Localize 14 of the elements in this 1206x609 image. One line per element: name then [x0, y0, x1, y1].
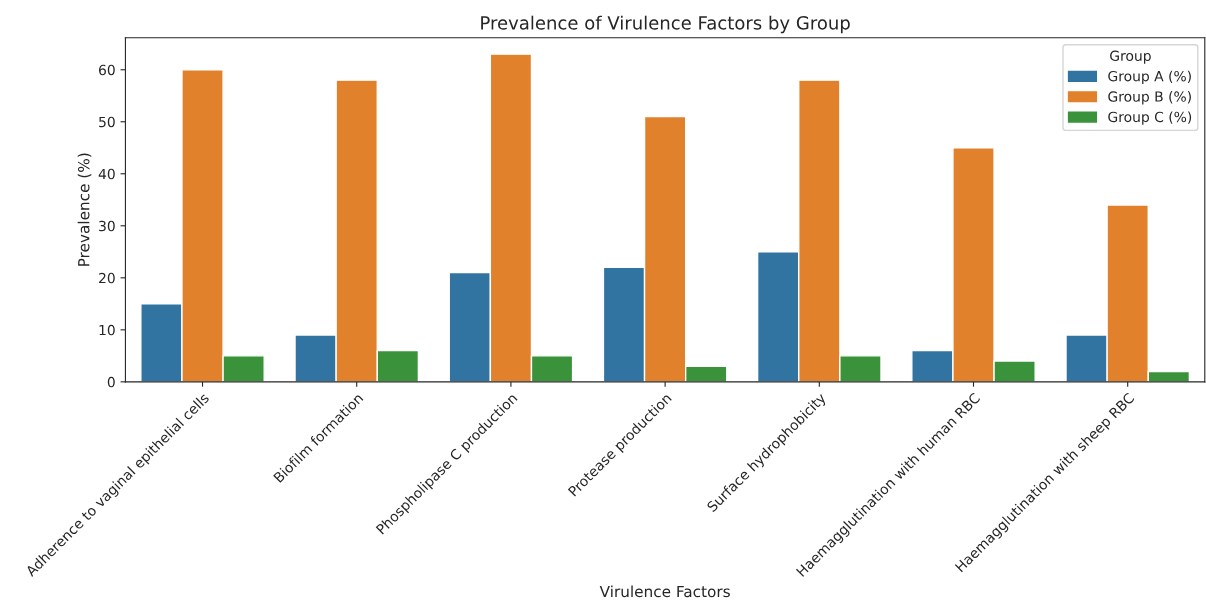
legend-label: Group A (%): [1108, 70, 1191, 85]
y-tick-label: 50: [99, 116, 115, 128]
legend-title: Group: [1110, 50, 1151, 64]
y-tick-label: 20: [99, 272, 115, 284]
y-tick-label: 0: [107, 376, 115, 388]
y-tick-label: 10: [99, 324, 115, 336]
y-tick-label: 30: [99, 220, 115, 232]
chart-title: Prevalence of Virulence Factors by Group: [481, 15, 850, 34]
y-axis-title: Prevalence (%): [77, 153, 92, 266]
y-tick-label: 40: [98, 168, 115, 180]
y-tick-label: 60: [99, 64, 115, 76]
legend-label: Group B (%): [1108, 91, 1191, 105]
x-axis-title: Virulence Factors: [599, 585, 730, 598]
legend-label: Group C (%): [1108, 111, 1192, 125]
